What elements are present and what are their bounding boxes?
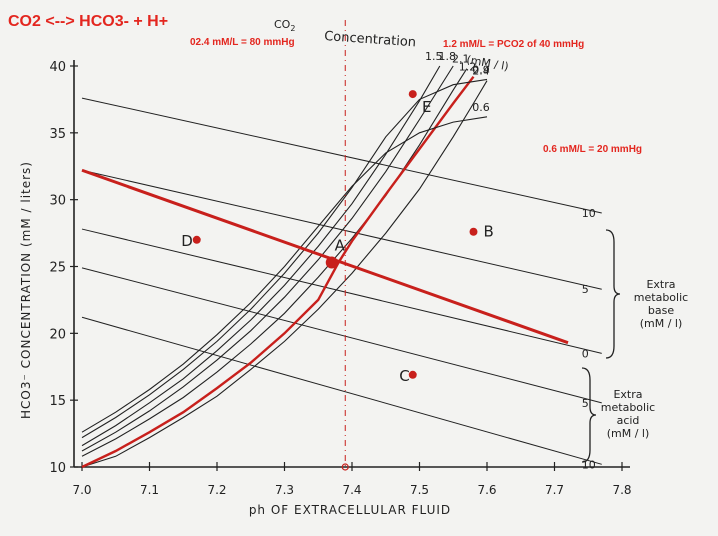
point-d	[192, 235, 201, 244]
metabolic-line-label: 5	[582, 397, 589, 410]
y-tick-label: 40	[49, 60, 66, 75]
x-tick-label: 7.6	[477, 483, 496, 497]
co2-isobar-label: 2.4	[472, 65, 490, 78]
normal-buffer-line	[81, 168, 569, 345]
metabolic-line-label: 5	[582, 283, 589, 296]
point-e	[408, 90, 417, 99]
co2-title-sub: 2	[290, 24, 295, 33]
x-tick-label: 7.4	[342, 483, 361, 497]
point-a	[325, 256, 338, 269]
metabolic-line-label: 0	[582, 347, 589, 360]
note-40-mmhg: 1.2 mM/L = PCO2 of 40 mmHg	[443, 39, 584, 50]
point-label-b: B	[484, 223, 494, 241]
co2-isobar-2-4	[81, 80, 488, 468]
note-80-mmhg: 02.4 mM/L = 80 mmHg	[190, 37, 295, 48]
co2-isobar-label: 1.8	[439, 50, 457, 63]
y-tick-label: 10	[49, 461, 66, 476]
extra-acid-label: acid	[617, 414, 640, 427]
base-brace	[605, 229, 621, 359]
extra-acid-label: Extra	[613, 388, 642, 401]
extra-base-label: metabolic	[634, 291, 688, 304]
co2-isobar-1-2	[81, 75, 475, 469]
co2-title-co: CO	[274, 18, 291, 31]
point-b	[469, 227, 478, 236]
metabolic-line	[81, 228, 602, 354]
note-20-mmhg: 0.6 mM/L = 20 mmHg	[543, 144, 642, 155]
point-label-c: C	[399, 367, 409, 385]
co2-title-concentration: Concentration	[324, 29, 417, 50]
co2-title: CO2	[274, 18, 295, 33]
acid-brace	[581, 367, 597, 463]
co2-isobar-0-6	[81, 116, 488, 433]
point-label-d: D	[181, 232, 193, 250]
co2-isobar-1-8	[81, 65, 454, 452]
plot-area: 7.0 7.1 7.2 7.3 7.4 7.5 7.6 7.7 7.81015202530354…	[49, 20, 688, 497]
extra-base-label: Extra	[646, 278, 675, 291]
y-tick-label: 15	[49, 394, 66, 409]
y-tick-label: 25	[49, 261, 66, 276]
x-tick-label: 7.0	[72, 483, 91, 497]
metabolic-line-label: 10	[582, 207, 596, 220]
extra-base-label: (mM / l)	[640, 317, 683, 330]
co2-isobar-1-5	[81, 65, 441, 447]
extra-acid-label: (mM / l)	[607, 427, 650, 440]
x-tick-label: 7.7	[545, 483, 564, 497]
co2-isobar-label: 1.5	[425, 50, 443, 63]
point-label-e: E	[422, 98, 431, 116]
extra-acid-label: metabolic	[601, 401, 655, 414]
co2-isobar-0-9	[81, 78, 488, 439]
x-tick-label: 7.3	[275, 483, 294, 497]
extra-base-label: base	[648, 304, 674, 317]
y-tick-label: 20	[49, 327, 66, 342]
y-tick-label: 35	[49, 127, 66, 142]
co2-isobar-2-1	[81, 68, 468, 457]
x-tick-label: 7.5	[410, 483, 429, 497]
y-axis-title: HCO3⁻ CONCENTRATION (mM / liters)	[19, 161, 33, 419]
co2-isobar-label: 2.1	[452, 53, 470, 66]
point-c	[408, 370, 417, 379]
x-tick-label: 7.2	[207, 483, 226, 497]
metabolic-line-label: 10	[582, 458, 596, 471]
point-label-a: A	[335, 236, 346, 254]
co2-isobar-label: 0.6	[472, 101, 490, 114]
metabolic-line	[81, 316, 602, 465]
co2-isobar-label: 1.2	[459, 61, 477, 74]
x-tick-label: 7.1	[140, 483, 159, 497]
metabolic-line	[81, 169, 602, 290]
metabolic-line	[81, 267, 602, 404]
reference-ph-marker	[341, 463, 349, 471]
x-axis-title: ph OF EXTRACELLULAR FLUID	[249, 503, 451, 517]
co2-isobar-label: 0.9	[472, 63, 490, 76]
metabolic-line	[81, 97, 602, 214]
x-tick-label: 7.8	[612, 483, 631, 497]
y-tick-label: 30	[49, 194, 66, 209]
equation-title: CO2 <--> HCO3- + H+	[8, 13, 168, 30]
